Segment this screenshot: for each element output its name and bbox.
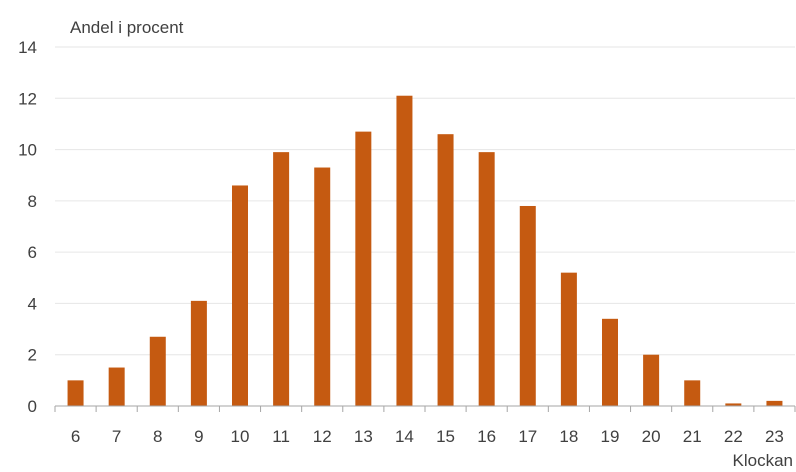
x-tick-label: 8 xyxy=(153,427,162,446)
bar xyxy=(108,367,125,406)
x-axis-title: Klockan xyxy=(733,451,793,470)
bar xyxy=(190,300,207,406)
y-tick-label: 12 xyxy=(18,89,37,108)
x-tick-label: 9 xyxy=(194,427,203,446)
x-tick-label: 13 xyxy=(354,427,373,446)
x-tick-label: 19 xyxy=(601,427,620,446)
bar xyxy=(519,205,536,406)
x-tick-label: 18 xyxy=(559,427,578,446)
bar xyxy=(643,354,660,406)
x-tick-label: 10 xyxy=(231,427,250,446)
bar xyxy=(766,400,783,406)
x-tick-label: 20 xyxy=(642,427,661,446)
x-tick-label: 16 xyxy=(477,427,496,446)
x-tick-label: 6 xyxy=(71,427,80,446)
x-tick-label: 12 xyxy=(313,427,332,446)
x-tick-label: 14 xyxy=(395,427,414,446)
y-tick-label: 14 xyxy=(18,38,37,57)
bar xyxy=(602,318,618,406)
y-tick-label: 0 xyxy=(28,397,37,416)
axes xyxy=(54,405,796,412)
x-tick-label: 17 xyxy=(518,427,537,446)
y-axis-title: Andel i procent xyxy=(70,18,184,37)
x-tick-label: 21 xyxy=(683,427,702,446)
bar xyxy=(273,152,290,406)
gridlines xyxy=(55,46,795,356)
x-tick-labels: 6 7 8 9 10 11 12 13 14 15 16 17 18 19 20 21 22 23 xyxy=(71,427,784,446)
x-tick-label: 11 xyxy=(272,427,290,446)
bar xyxy=(355,131,372,406)
x-tick-label: 15 xyxy=(436,427,455,446)
bar xyxy=(437,134,454,406)
y-tick-label: 8 xyxy=(28,192,37,211)
bar xyxy=(478,152,495,406)
x-tick-label: 7 xyxy=(112,427,121,446)
bars xyxy=(67,95,783,406)
bar xyxy=(149,336,166,406)
bar xyxy=(67,380,84,406)
y-tick-label: 10 xyxy=(18,141,37,160)
y-tick-label: 4 xyxy=(28,294,37,313)
bar xyxy=(396,95,413,406)
bar xyxy=(560,272,577,406)
bar xyxy=(684,380,701,406)
x-tick-label: 23 xyxy=(765,427,784,446)
bar xyxy=(314,167,331,406)
y-tick-label: 2 xyxy=(28,346,37,365)
y-tick-label: 6 xyxy=(28,243,37,262)
bar xyxy=(232,185,248,406)
x-tick-label: 22 xyxy=(724,427,743,446)
bar xyxy=(725,403,742,406)
y-tick-labels: 0 2 4 6 8 10 12 14 xyxy=(18,38,37,416)
